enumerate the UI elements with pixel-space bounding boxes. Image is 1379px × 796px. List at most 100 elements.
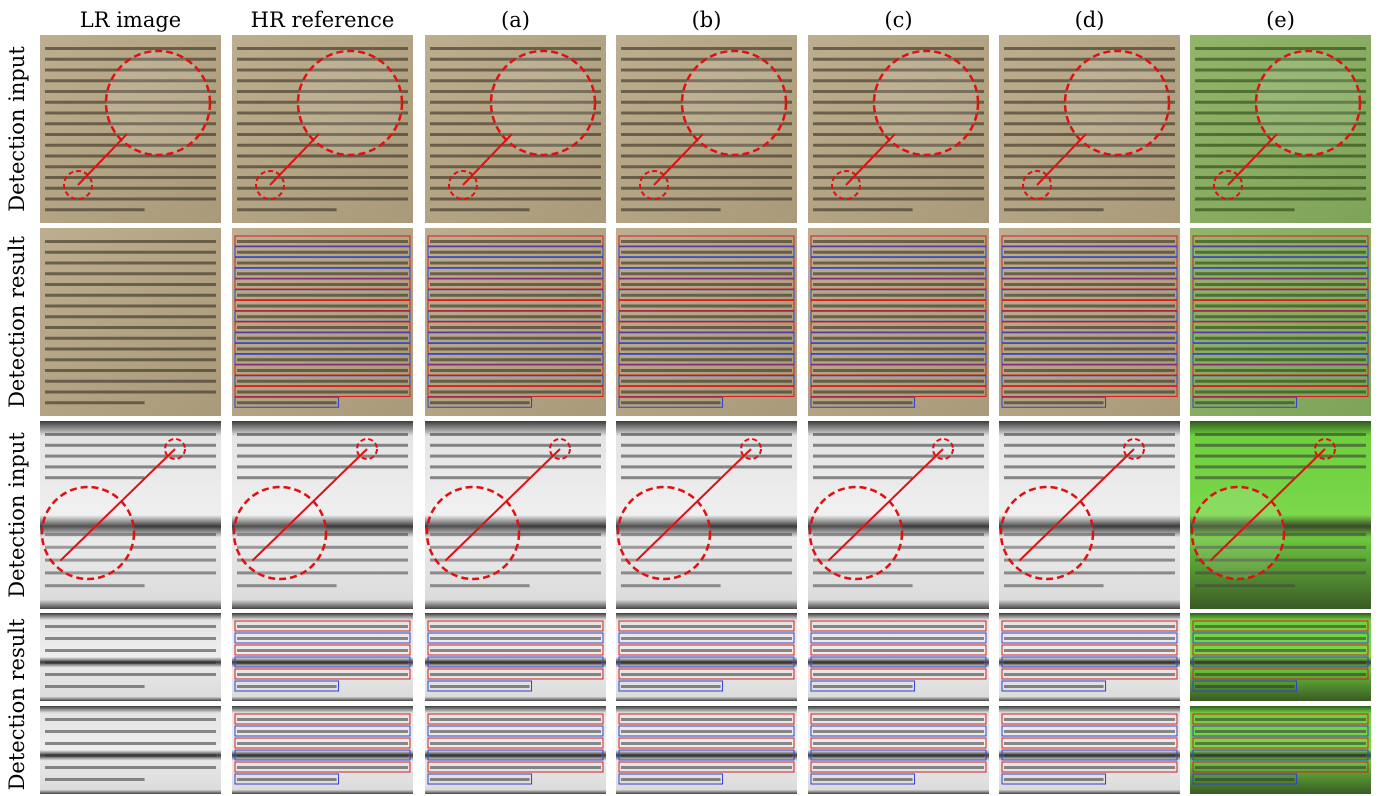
text-line — [430, 778, 530, 781]
text-line — [237, 305, 408, 308]
text-line — [1195, 272, 1366, 275]
text-line — [45, 742, 216, 745]
text-line — [1195, 685, 1295, 688]
text-line — [45, 315, 216, 318]
text-line — [45, 251, 216, 254]
text-line — [45, 778, 145, 781]
text-line — [237, 673, 408, 676]
text-line — [1004, 625, 1175, 628]
text-line — [237, 433, 408, 436]
text-line — [45, 730, 216, 733]
text-line — [813, 165, 984, 168]
text-line — [621, 262, 792, 265]
text-line — [430, 369, 601, 372]
text-line — [621, 198, 792, 201]
text-line — [1004, 637, 1175, 640]
text-line — [1004, 391, 1175, 394]
text-line — [237, 476, 337, 479]
text-line — [813, 294, 984, 297]
text-line — [621, 778, 721, 781]
text-line — [621, 380, 792, 383]
text-line — [621, 272, 792, 275]
text-line — [1195, 198, 1366, 201]
text-line — [1004, 165, 1175, 168]
text-line — [45, 637, 216, 640]
text-line — [430, 433, 601, 436]
text-line — [1195, 766, 1366, 769]
text-line — [621, 465, 792, 468]
text-line — [813, 444, 984, 447]
text-line — [813, 305, 984, 308]
text-line — [237, 272, 408, 275]
text-line — [237, 649, 408, 652]
text-line — [1004, 176, 1175, 179]
text-line — [813, 283, 984, 286]
text-line — [621, 165, 792, 168]
text-line — [1004, 251, 1175, 254]
text-line — [813, 326, 984, 329]
text-line — [1195, 754, 1366, 757]
text-line — [1004, 649, 1175, 652]
text-line — [621, 625, 792, 628]
text-line — [45, 187, 216, 190]
text-line — [1195, 251, 1366, 254]
text-line — [430, 305, 601, 308]
text-line — [45, 766, 216, 769]
text-line — [45, 649, 216, 652]
text-line — [237, 348, 408, 351]
text-line — [237, 315, 408, 318]
text-line — [1195, 283, 1366, 286]
text-line — [430, 625, 601, 628]
text-line — [1195, 187, 1366, 190]
text-line — [45, 272, 216, 275]
text-line — [237, 294, 408, 297]
text-line — [1195, 165, 1366, 168]
text-line — [621, 155, 792, 158]
text-line — [237, 155, 408, 158]
text-line — [430, 444, 601, 447]
text-line — [430, 283, 601, 286]
text-line — [813, 198, 984, 201]
row-label: Detection result — [5, 236, 29, 408]
row-label: Detection result — [5, 618, 29, 790]
text-line — [813, 754, 984, 757]
text-line — [813, 718, 984, 721]
text-line — [813, 476, 913, 479]
text-line — [45, 661, 216, 664]
text-line — [430, 198, 601, 201]
text-line — [621, 358, 792, 361]
text-line — [621, 283, 792, 286]
text-line — [430, 391, 601, 394]
text-line — [237, 326, 408, 329]
text-line — [621, 476, 721, 479]
text-line — [813, 176, 984, 179]
text-line — [1004, 198, 1175, 201]
text-line — [237, 391, 408, 394]
text-line — [237, 262, 408, 265]
text-line — [1004, 476, 1104, 479]
text-line — [1004, 240, 1175, 243]
text-line — [1195, 326, 1366, 329]
text-line — [621, 294, 792, 297]
text-line — [1195, 176, 1366, 179]
text-line — [1004, 283, 1175, 286]
text-line — [1004, 433, 1175, 436]
text-line — [1195, 294, 1366, 297]
text-line — [237, 625, 408, 628]
text-line — [45, 476, 145, 479]
text-line — [237, 283, 408, 286]
text-line — [430, 165, 601, 168]
image-grid — [40, 35, 1371, 794]
text-line — [45, 433, 216, 436]
text-line — [1004, 584, 1104, 587]
text-line — [813, 637, 984, 640]
text-line — [45, 294, 216, 297]
text-line — [430, 337, 601, 340]
text-line — [813, 358, 984, 361]
text-line — [430, 240, 601, 243]
text-line — [45, 685, 145, 688]
text-line — [237, 208, 337, 211]
column-header: (e) — [1266, 8, 1295, 32]
column-header: (d) — [1075, 8, 1105, 32]
column-header: (a) — [501, 8, 530, 32]
